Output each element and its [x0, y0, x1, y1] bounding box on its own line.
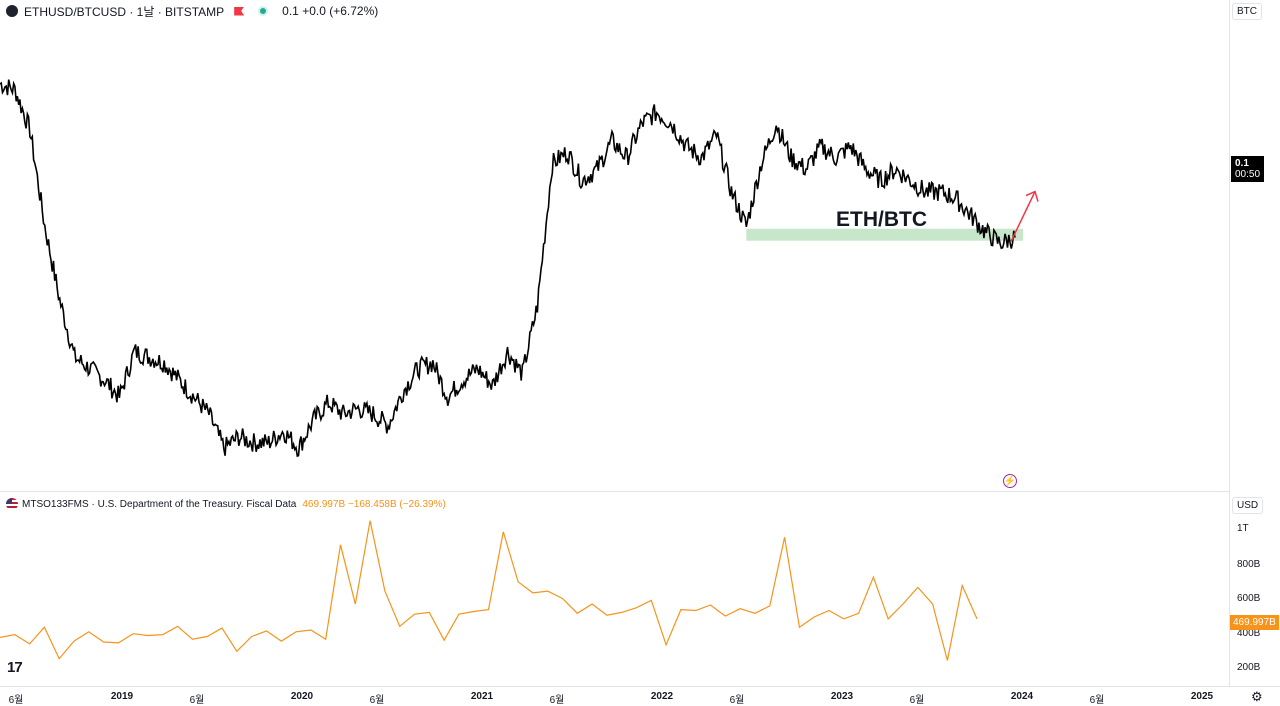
- bar-countdown: 00:50: [1235, 169, 1261, 180]
- indicator-values: 469.997B −168.458B (−26.39%): [302, 498, 446, 510]
- x-tick: 6월: [8, 695, 24, 706]
- x-tick: 6월: [1089, 695, 1105, 706]
- price-readout: 0.1 +0.0 (+6.72%): [282, 4, 379, 18]
- symbol-icon: [6, 5, 18, 17]
- indicator-header: MTSO133FMS · U.S. Department of the Trea…: [6, 498, 446, 510]
- x-tick: 6월: [549, 695, 565, 706]
- lightning-icon[interactable]: ⚡: [1003, 474, 1017, 488]
- x-tick: 2023: [830, 691, 854, 702]
- projection-arrow: [1010, 190, 1039, 242]
- indicator-y-tick: 400B: [1237, 628, 1261, 639]
- time-axis-border: [0, 686, 1280, 687]
- x-tick: 2020: [290, 691, 314, 702]
- indicator-chart[interactable]: [0, 492, 1229, 686]
- indicator-last-value-tag: 469.997B: [1230, 615, 1279, 630]
- x-tick: 2021: [470, 691, 494, 702]
- indicator-y-tick: 1T: [1237, 523, 1249, 534]
- x-tick: 6월: [909, 695, 925, 706]
- support-zone: [746, 228, 1023, 241]
- price-axis-border: [1229, 0, 1230, 686]
- price-axis-unit[interactable]: BTC: [1232, 3, 1262, 20]
- arrow-head: [1025, 190, 1039, 202]
- arrow-line: [1010, 191, 1036, 242]
- price-line: [0, 79, 1016, 458]
- indicator-axis-unit[interactable]: USD: [1232, 497, 1264, 514]
- x-tick: 6월: [189, 695, 205, 706]
- x-tick: 2025: [1190, 691, 1214, 702]
- indicator-line: [0, 520, 978, 661]
- tradingview-logo-icon[interactable]: 17: [7, 659, 23, 676]
- indicator-y-tick: 800B: [1237, 559, 1261, 570]
- market-status-icon: [258, 6, 269, 16]
- indicator-name[interactable]: MTSO133FMS · U.S. Department of the Trea…: [22, 498, 297, 510]
- price-chart[interactable]: [0, 22, 1229, 491]
- x-tick: 6월: [369, 695, 385, 706]
- indicator-y-tick: 200B: [1237, 662, 1261, 673]
- last-price-value: 0.1: [1235, 158, 1249, 169]
- flag-icon[interactable]: [234, 6, 245, 16]
- x-tick: 2024: [1010, 691, 1034, 702]
- gear-icon[interactable]: ⚙: [1251, 689, 1263, 704]
- indicator-y-tick: 600B: [1237, 593, 1261, 604]
- us-flag-icon: [6, 498, 18, 510]
- last-price-tag: 0.1 00:50: [1231, 156, 1265, 182]
- pane-separator[interactable]: [0, 491, 1229, 492]
- chart-annotation-title[interactable]: ETH/BTC: [836, 208, 927, 231]
- x-tick: 2022: [650, 691, 674, 702]
- x-tick: 6월: [729, 695, 745, 706]
- x-tick: 2019: [110, 691, 134, 702]
- chart-header: ETHUSD/BTCUSD · 1날 · BITSTAMP 0.1 +0.0 (…: [0, 0, 378, 22]
- symbol-title[interactable]: ETHUSD/BTCUSD · 1날 · BITSTAMP: [24, 4, 225, 19]
